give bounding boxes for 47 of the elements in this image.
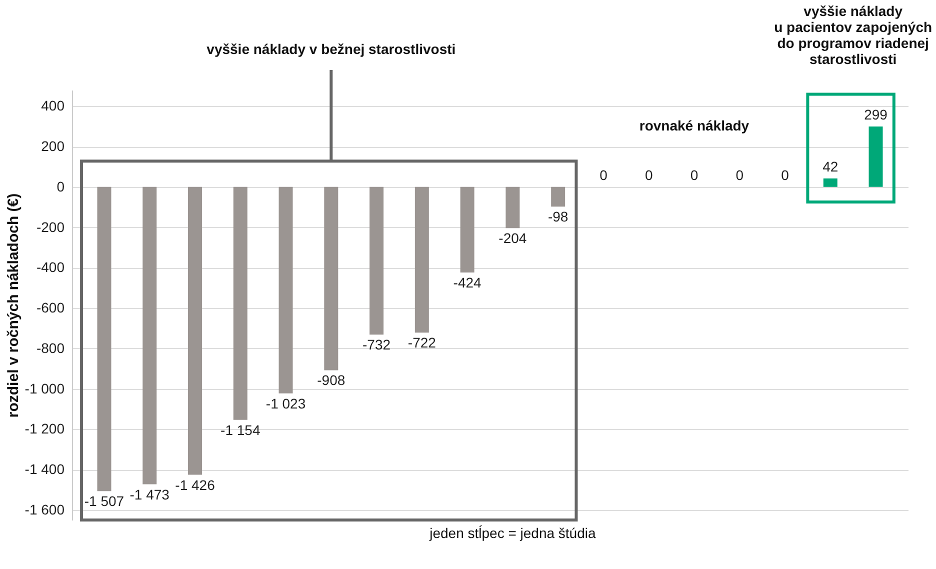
y-tick-label: 400	[41, 98, 65, 114]
data-label: -1 473	[130, 486, 170, 502]
data-label: -204	[498, 230, 527, 246]
text: jeden stĺpec = jedna štúdia	[428, 525, 596, 541]
data-label: -98	[548, 208, 568, 225]
text: vyššie náklady u pacientov zapojených do programov riadenej starostlivosti	[774, 3, 932, 67]
bar	[414, 186, 429, 333]
y-tick-label: -200	[36, 218, 65, 235]
data-label: -1 154	[220, 422, 260, 438]
data-label: -908	[317, 372, 346, 388]
y-tick-label: -1 600	[24, 501, 65, 518]
y-tick-label: 0	[56, 178, 65, 194]
data-label: 299	[864, 106, 888, 123]
y-axis-title: rozdiel v ročných nákladoch (€)	[4, 193, 22, 418]
y-tick-label: -1 000	[24, 380, 65, 396]
bar	[233, 186, 248, 420]
data-label: -424	[453, 274, 482, 290]
data-label: -1 507	[84, 493, 124, 510]
bar	[823, 178, 838, 187]
text: vyššie náklady v bežnej starostlivosti	[206, 41, 456, 57]
bar	[324, 186, 338, 370]
y-tick-label: -1 400	[24, 461, 65, 478]
data-label: 0	[736, 166, 744, 183]
annotation: rovnaké náklady	[639, 117, 750, 134]
data-label: -1 426	[175, 476, 216, 493]
data-label: 0	[781, 166, 790, 183]
data-label: 0	[690, 166, 698, 183]
y-tick-label: -400	[36, 259, 65, 276]
bar	[97, 186, 112, 492]
y-tick-label: -600	[36, 300, 65, 316]
data-label: -1 023	[266, 395, 306, 412]
bar	[868, 126, 883, 187]
data-label: -722	[408, 334, 436, 351]
bar	[188, 186, 202, 475]
bar	[460, 186, 474, 272]
data-label: -732	[362, 336, 391, 353]
bar	[506, 186, 520, 228]
data-label: 0	[644, 166, 653, 183]
bar	[370, 186, 384, 335]
bar	[551, 186, 566, 207]
y-tick-label: 200	[41, 138, 65, 154]
data-label: 42	[822, 158, 838, 174]
bar	[278, 186, 293, 394]
y-tick-label: -1 200	[24, 420, 65, 437]
data-label: 0	[600, 166, 608, 183]
bar	[142, 186, 157, 484]
y-tick-label: -800	[36, 340, 65, 356]
